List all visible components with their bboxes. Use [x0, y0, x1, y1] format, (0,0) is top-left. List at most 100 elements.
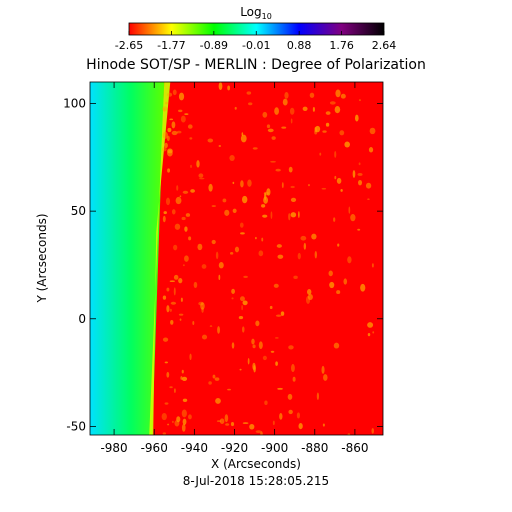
plage-speck: [187, 124, 193, 129]
polarization-image: [90, 82, 383, 435]
plage-speck: [189, 353, 192, 361]
plage-speck: [216, 420, 222, 422]
plage-speck: [264, 400, 268, 405]
plage-speck: [197, 243, 203, 251]
plage-speck: [173, 244, 178, 251]
plage-speck: [240, 180, 244, 188]
x-tick-label: -960: [141, 441, 168, 455]
plage-speck: [230, 422, 235, 427]
plage-speck: [217, 326, 220, 334]
plot-frame: [89, 81, 384, 436]
plage-speck: [170, 301, 177, 305]
plage-speck: [306, 288, 312, 295]
plage-speck: [372, 331, 375, 334]
plage-speck: [166, 371, 170, 378]
colorbar-tick-label: -0.01: [242, 39, 270, 52]
plage-speck: [359, 99, 361, 102]
plage-speck: [255, 320, 260, 327]
plage-speck: [334, 175, 337, 180]
plage-speck: [340, 93, 346, 99]
plage-speck: [182, 264, 185, 267]
plage-speck: [322, 423, 325, 427]
plage-speck: [290, 185, 295, 189]
plage-speck: [281, 126, 287, 129]
plage-speck: [357, 228, 361, 231]
plage-speck: [199, 177, 205, 180]
plage-speck: [269, 305, 273, 310]
x-tick-label: -920: [221, 441, 248, 455]
plage-speck: [196, 160, 200, 168]
plage-speck: [343, 278, 348, 285]
plage-speck: [252, 362, 256, 371]
plage-speck: [214, 377, 220, 381]
plage-speck: [288, 345, 294, 350]
plage-speck: [336, 177, 342, 184]
plage-speck: [280, 311, 285, 316]
plage-speck: [258, 250, 264, 257]
plage-speck: [241, 305, 243, 311]
plage-speck: [340, 188, 343, 192]
plage-speck: [321, 187, 327, 190]
plage-speck: [198, 173, 204, 178]
plage-speck: [166, 305, 170, 313]
colorbar-label-base: Log: [240, 5, 261, 19]
plage-speck: [293, 275, 298, 279]
plage-speck: [201, 334, 208, 340]
plage-speck: [219, 418, 225, 424]
plage-speck: [211, 239, 216, 245]
plage-speck: [193, 281, 198, 289]
plage-speck: [290, 197, 297, 202]
plage-speck: [181, 423, 186, 432]
plage-speck: [234, 106, 237, 110]
plage-speck: [176, 185, 179, 191]
plage-speck: [218, 274, 221, 280]
plage-speck: [212, 374, 216, 379]
plage-speck: [333, 217, 336, 222]
plage-speck: [162, 106, 168, 112]
plage-speck: [184, 113, 189, 116]
y-tick-label: 0: [78, 312, 86, 326]
plage-speck: [229, 155, 235, 161]
plage-speck: [262, 111, 268, 118]
plage-speck: [339, 130, 345, 136]
plage-speck: [314, 251, 318, 259]
plage-speck: [275, 314, 282, 317]
plage-speck: [188, 414, 192, 420]
plage-speck: [201, 264, 207, 269]
colorbar-tick-label: 1.76: [329, 39, 354, 52]
plage-speck: [180, 297, 183, 302]
plage-speck: [258, 341, 263, 349]
plage-speck: [367, 322, 374, 328]
plage-speck: [179, 195, 182, 198]
plage-speck: [312, 106, 315, 112]
plage-speck: [240, 296, 245, 302]
plage-speck: [215, 251, 219, 260]
plage-speck: [352, 170, 356, 178]
colorbar-tick-label: -0.89: [200, 39, 228, 52]
plage-speck: [350, 214, 356, 222]
plage-speck: [333, 342, 340, 349]
plage-speck: [184, 255, 189, 262]
plage-speck: [272, 420, 275, 426]
plage-speck: [248, 102, 253, 106]
plage-speck: [371, 428, 374, 434]
plage-speck: [242, 422, 249, 424]
colorbar-tick-label: 0.88: [287, 39, 312, 52]
limb-band: [149, 82, 171, 435]
plage-speck: [185, 213, 191, 217]
plage-speck: [344, 141, 350, 148]
plage-speck: [252, 344, 256, 349]
plage-speck: [291, 364, 295, 372]
colorbar-tick-label: -2.65: [115, 39, 143, 52]
plage-speck: [322, 130, 327, 133]
plage-speck: [209, 325, 213, 327]
plage-speck: [354, 114, 359, 122]
plage-speck: [181, 369, 184, 374]
plage-speck: [266, 124, 271, 129]
plage-speck: [288, 213, 291, 221]
plage-speck: [239, 222, 244, 228]
plage-speck: [262, 355, 267, 361]
plage-speck: [242, 326, 245, 333]
plage-speck: [290, 212, 297, 218]
plage-speck: [270, 350, 275, 353]
